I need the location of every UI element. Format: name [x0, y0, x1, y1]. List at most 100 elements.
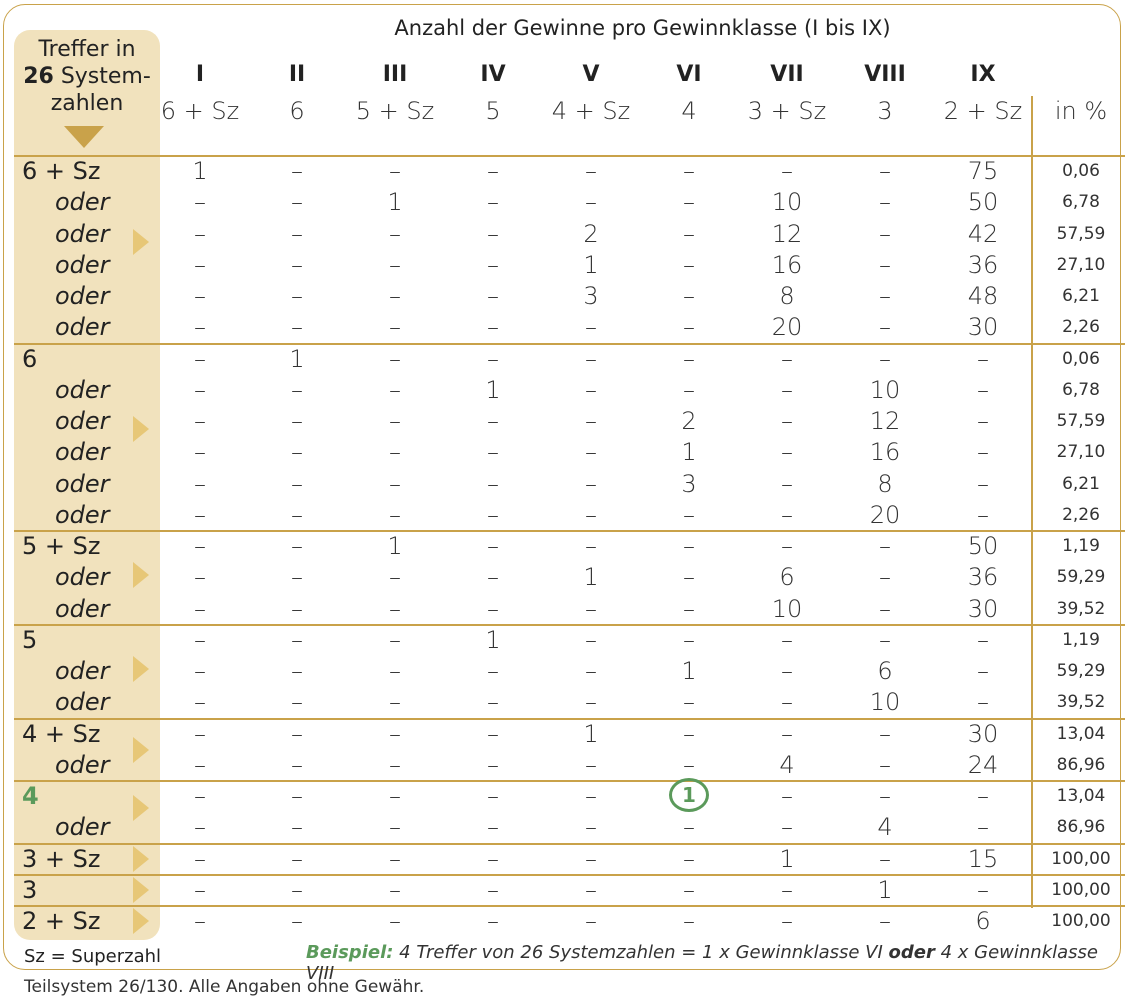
roman-header: VII [770, 62, 804, 87]
table-cell: 6 [779, 563, 795, 592]
table-cell: – [291, 907, 303, 935]
table-cell: – [487, 219, 499, 248]
table-cell: 1 [485, 375, 501, 404]
table-cell: – [977, 407, 989, 435]
table-cell: – [487, 344, 499, 373]
table-cell: – [585, 157, 597, 185]
table-cell: 30 [967, 719, 999, 748]
table-cell: – [389, 157, 401, 185]
table-cell: – [781, 157, 793, 185]
table-cell: 16 [869, 438, 901, 467]
table-cell: – [291, 157, 303, 185]
table-cell: – [683, 188, 695, 217]
table-cell: – [585, 375, 597, 404]
table-cell: 3 [583, 282, 599, 310]
table-cell: – [194, 250, 206, 279]
class-header: in % [1054, 97, 1108, 125]
chevron-right-icon [133, 562, 149, 589]
row-label: oder [55, 282, 110, 310]
table-cell: – [291, 313, 303, 342]
table-cell: – [389, 813, 401, 842]
percent-cell: 100,00 [1051, 911, 1111, 931]
table-cell: – [781, 375, 793, 404]
table-cell: – [781, 907, 793, 935]
table-cell: – [389, 625, 401, 654]
table-cell: 1 [779, 844, 795, 873]
table-card [3, 4, 1121, 970]
table-cell: – [194, 188, 206, 217]
roman-header: VI [676, 62, 702, 87]
table-cell: – [487, 719, 499, 748]
table-cell: – [194, 907, 206, 935]
percent-divider [1031, 96, 1033, 908]
chevron-right-icon [133, 795, 149, 821]
row-label: 6 [22, 344, 38, 373]
table-cell: – [977, 500, 989, 529]
table-cell: – [683, 157, 695, 185]
table-cell: – [585, 625, 597, 654]
table-cell: – [194, 719, 206, 748]
table-cell: 8 [779, 282, 795, 310]
table-cell: – [977, 438, 989, 467]
group-divider [14, 343, 1125, 345]
table-cell: – [487, 813, 499, 842]
table-cell: – [781, 532, 793, 560]
table-cell: – [194, 813, 206, 842]
table-cell: – [291, 532, 303, 560]
example-bold: oder [888, 942, 935, 963]
table-cell: – [389, 438, 401, 467]
roman-header: II [288, 62, 306, 87]
table-cell: – [389, 844, 401, 873]
table-cell: – [585, 750, 597, 779]
table-cell: – [487, 532, 499, 560]
table-cell: 30 [967, 313, 999, 342]
table-cell: – [194, 750, 206, 779]
table-cell: – [487, 750, 499, 779]
table-cell: – [585, 438, 597, 467]
table-cell: – [389, 250, 401, 279]
table-cell: – [585, 657, 597, 685]
table-cell: – [194, 594, 206, 623]
table-cell: – [585, 688, 597, 717]
table-cell: – [781, 500, 793, 529]
table-cell: 16 [771, 250, 803, 279]
table-cell: – [194, 282, 206, 310]
table-cell: – [487, 157, 499, 185]
row-label: 2 + Sz [22, 907, 101, 935]
group-divider [14, 874, 1125, 876]
table-cell: – [194, 532, 206, 560]
table-cell: – [291, 782, 303, 810]
percent-cell: 0,06 [1062, 161, 1100, 181]
table-cell: – [585, 500, 597, 529]
percent-cell: 6,78 [1062, 192, 1100, 213]
table-cell: – [781, 469, 793, 498]
table-cell: 1 [583, 250, 599, 279]
roman-header: VIII [864, 62, 906, 87]
table-cell: – [585, 532, 597, 560]
class-header: 5 + Sz [355, 97, 435, 125]
percent-cell: 100,00 [1051, 848, 1111, 869]
table-cell: – [683, 532, 695, 560]
percent-cell: 1,19 [1062, 629, 1100, 650]
row-label: oder [55, 375, 110, 404]
table-cell: – [389, 875, 401, 904]
chevron-right-icon [133, 656, 149, 682]
row-label: oder [55, 657, 110, 685]
highlight-value: 1 [682, 783, 696, 807]
table-cell: 75 [967, 157, 999, 185]
table-cell: – [879, 157, 891, 185]
table-cell: 1 [583, 719, 599, 748]
table-cell: – [389, 282, 401, 310]
table-cell: – [194, 500, 206, 529]
table-cell: 1 [387, 532, 403, 560]
table-cell: – [585, 907, 597, 935]
percent-cell: 57,59 [1056, 411, 1106, 431]
table-cell: – [389, 344, 401, 373]
row-label: 6 + Sz [22, 157, 101, 185]
table-cell: – [683, 563, 695, 592]
table-cell: – [585, 844, 597, 873]
percent-cell: 6,21 [1062, 286, 1100, 306]
table-cell: 42 [967, 219, 999, 248]
table-cell: 20 [771, 313, 803, 342]
row-label: oder [55, 250, 110, 279]
